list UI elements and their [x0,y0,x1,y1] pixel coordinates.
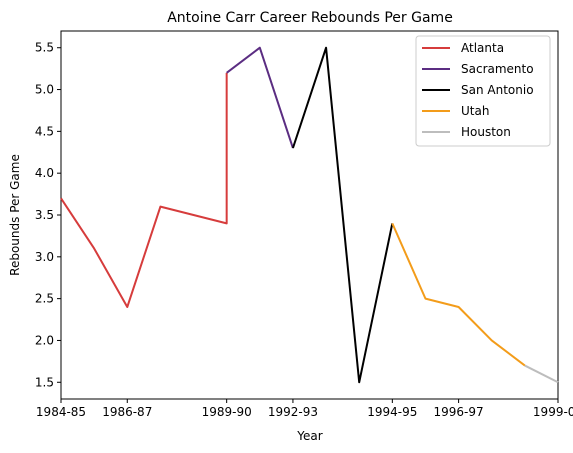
x-tick-label: 1986-87 [102,405,152,419]
y-tick-label: 4.0 [35,166,54,180]
legend-label-utah: Utah [461,104,489,118]
x-tick-label: 1996-97 [434,405,484,419]
legend-label-houston: Houston [461,125,511,139]
x-axis: 1984-85 1986-87 1989-90 1992-93 1994-95 1996-… [36,399,573,419]
series-line-houston [524,364,559,384]
series-line-sacramento [226,46,294,149]
legend: Atlanta Sacramento San Antonio Utah Houston [415,35,551,147]
x-tick-label: 1992-93 [268,405,318,419]
legend-label-sacramento: Sacramento [461,62,534,76]
series-line-utah [391,222,526,367]
y-tick-label: 1.5 [35,375,54,389]
legend-label-atlanta: Atlanta [461,41,504,55]
y-axis: 1.5 2.0 2.5 3.0 3.5 4.0 4.5 5.0 5.5 [35,41,61,389]
chart-title: Antoine Carr Career Rebounds Per Game [167,10,453,26]
legend-label-san-antonio: San Antonio [461,83,534,97]
y-tick-label: 3.5 [35,208,54,222]
x-tick-label: 1994-95 [367,405,417,419]
series-line-san-antonio [291,46,394,384]
y-tick-label: 3.0 [35,250,54,264]
y-tick-label: 2.0 [35,333,54,347]
legend-box [415,35,551,147]
x-tick-label: 1984-85 [36,405,86,419]
y-axis-label: Rebounds Per Game [8,154,22,276]
y-tick-label: 5.5 [35,41,54,55]
y-tick-label: 2.5 [35,292,54,306]
y-tick-label: 5.0 [35,83,54,97]
x-axis-label: Year [296,429,322,443]
series-layer [60,46,559,384]
series-line-atlanta [60,72,228,308]
x-tick-label: 1999-00 [533,405,573,419]
x-tick-label: 1989-90 [202,405,252,419]
y-tick-label: 4.5 [35,124,54,138]
